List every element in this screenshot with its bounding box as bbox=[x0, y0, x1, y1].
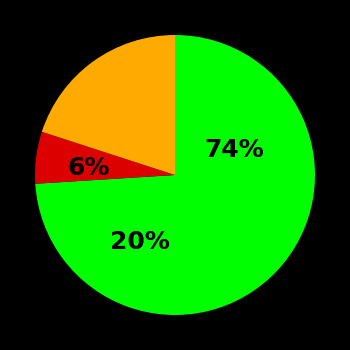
Wedge shape bbox=[42, 35, 175, 175]
Text: 74%: 74% bbox=[204, 138, 264, 162]
Text: 20%: 20% bbox=[110, 230, 170, 254]
Wedge shape bbox=[35, 132, 175, 184]
Text: 6%: 6% bbox=[67, 156, 110, 180]
Wedge shape bbox=[35, 35, 315, 315]
